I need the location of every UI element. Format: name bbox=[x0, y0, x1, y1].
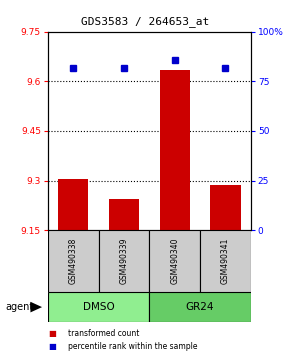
Bar bbox=[200, 230, 251, 292]
Text: GSM490339: GSM490339 bbox=[119, 238, 128, 284]
Text: transformed count: transformed count bbox=[68, 329, 139, 338]
Bar bbox=[99, 230, 149, 292]
Text: GSM490338: GSM490338 bbox=[69, 238, 78, 284]
Bar bbox=[149, 292, 251, 322]
Text: GSM490341: GSM490341 bbox=[221, 238, 230, 284]
Text: ■: ■ bbox=[48, 329, 56, 338]
Bar bbox=[149, 230, 200, 292]
Text: agent: agent bbox=[6, 302, 34, 312]
Text: GSM490340: GSM490340 bbox=[170, 238, 179, 284]
Bar bbox=[109, 199, 139, 230]
Bar bbox=[58, 179, 88, 230]
Polygon shape bbox=[30, 302, 42, 313]
Bar bbox=[48, 292, 149, 322]
Text: ■: ■ bbox=[48, 342, 56, 350]
Text: GR24: GR24 bbox=[186, 302, 214, 312]
Text: percentile rank within the sample: percentile rank within the sample bbox=[68, 342, 198, 350]
Bar bbox=[48, 230, 99, 292]
Text: GDS3583 / 264653_at: GDS3583 / 264653_at bbox=[81, 16, 209, 27]
Bar bbox=[160, 70, 190, 230]
Bar bbox=[210, 185, 241, 230]
Text: DMSO: DMSO bbox=[83, 302, 115, 312]
